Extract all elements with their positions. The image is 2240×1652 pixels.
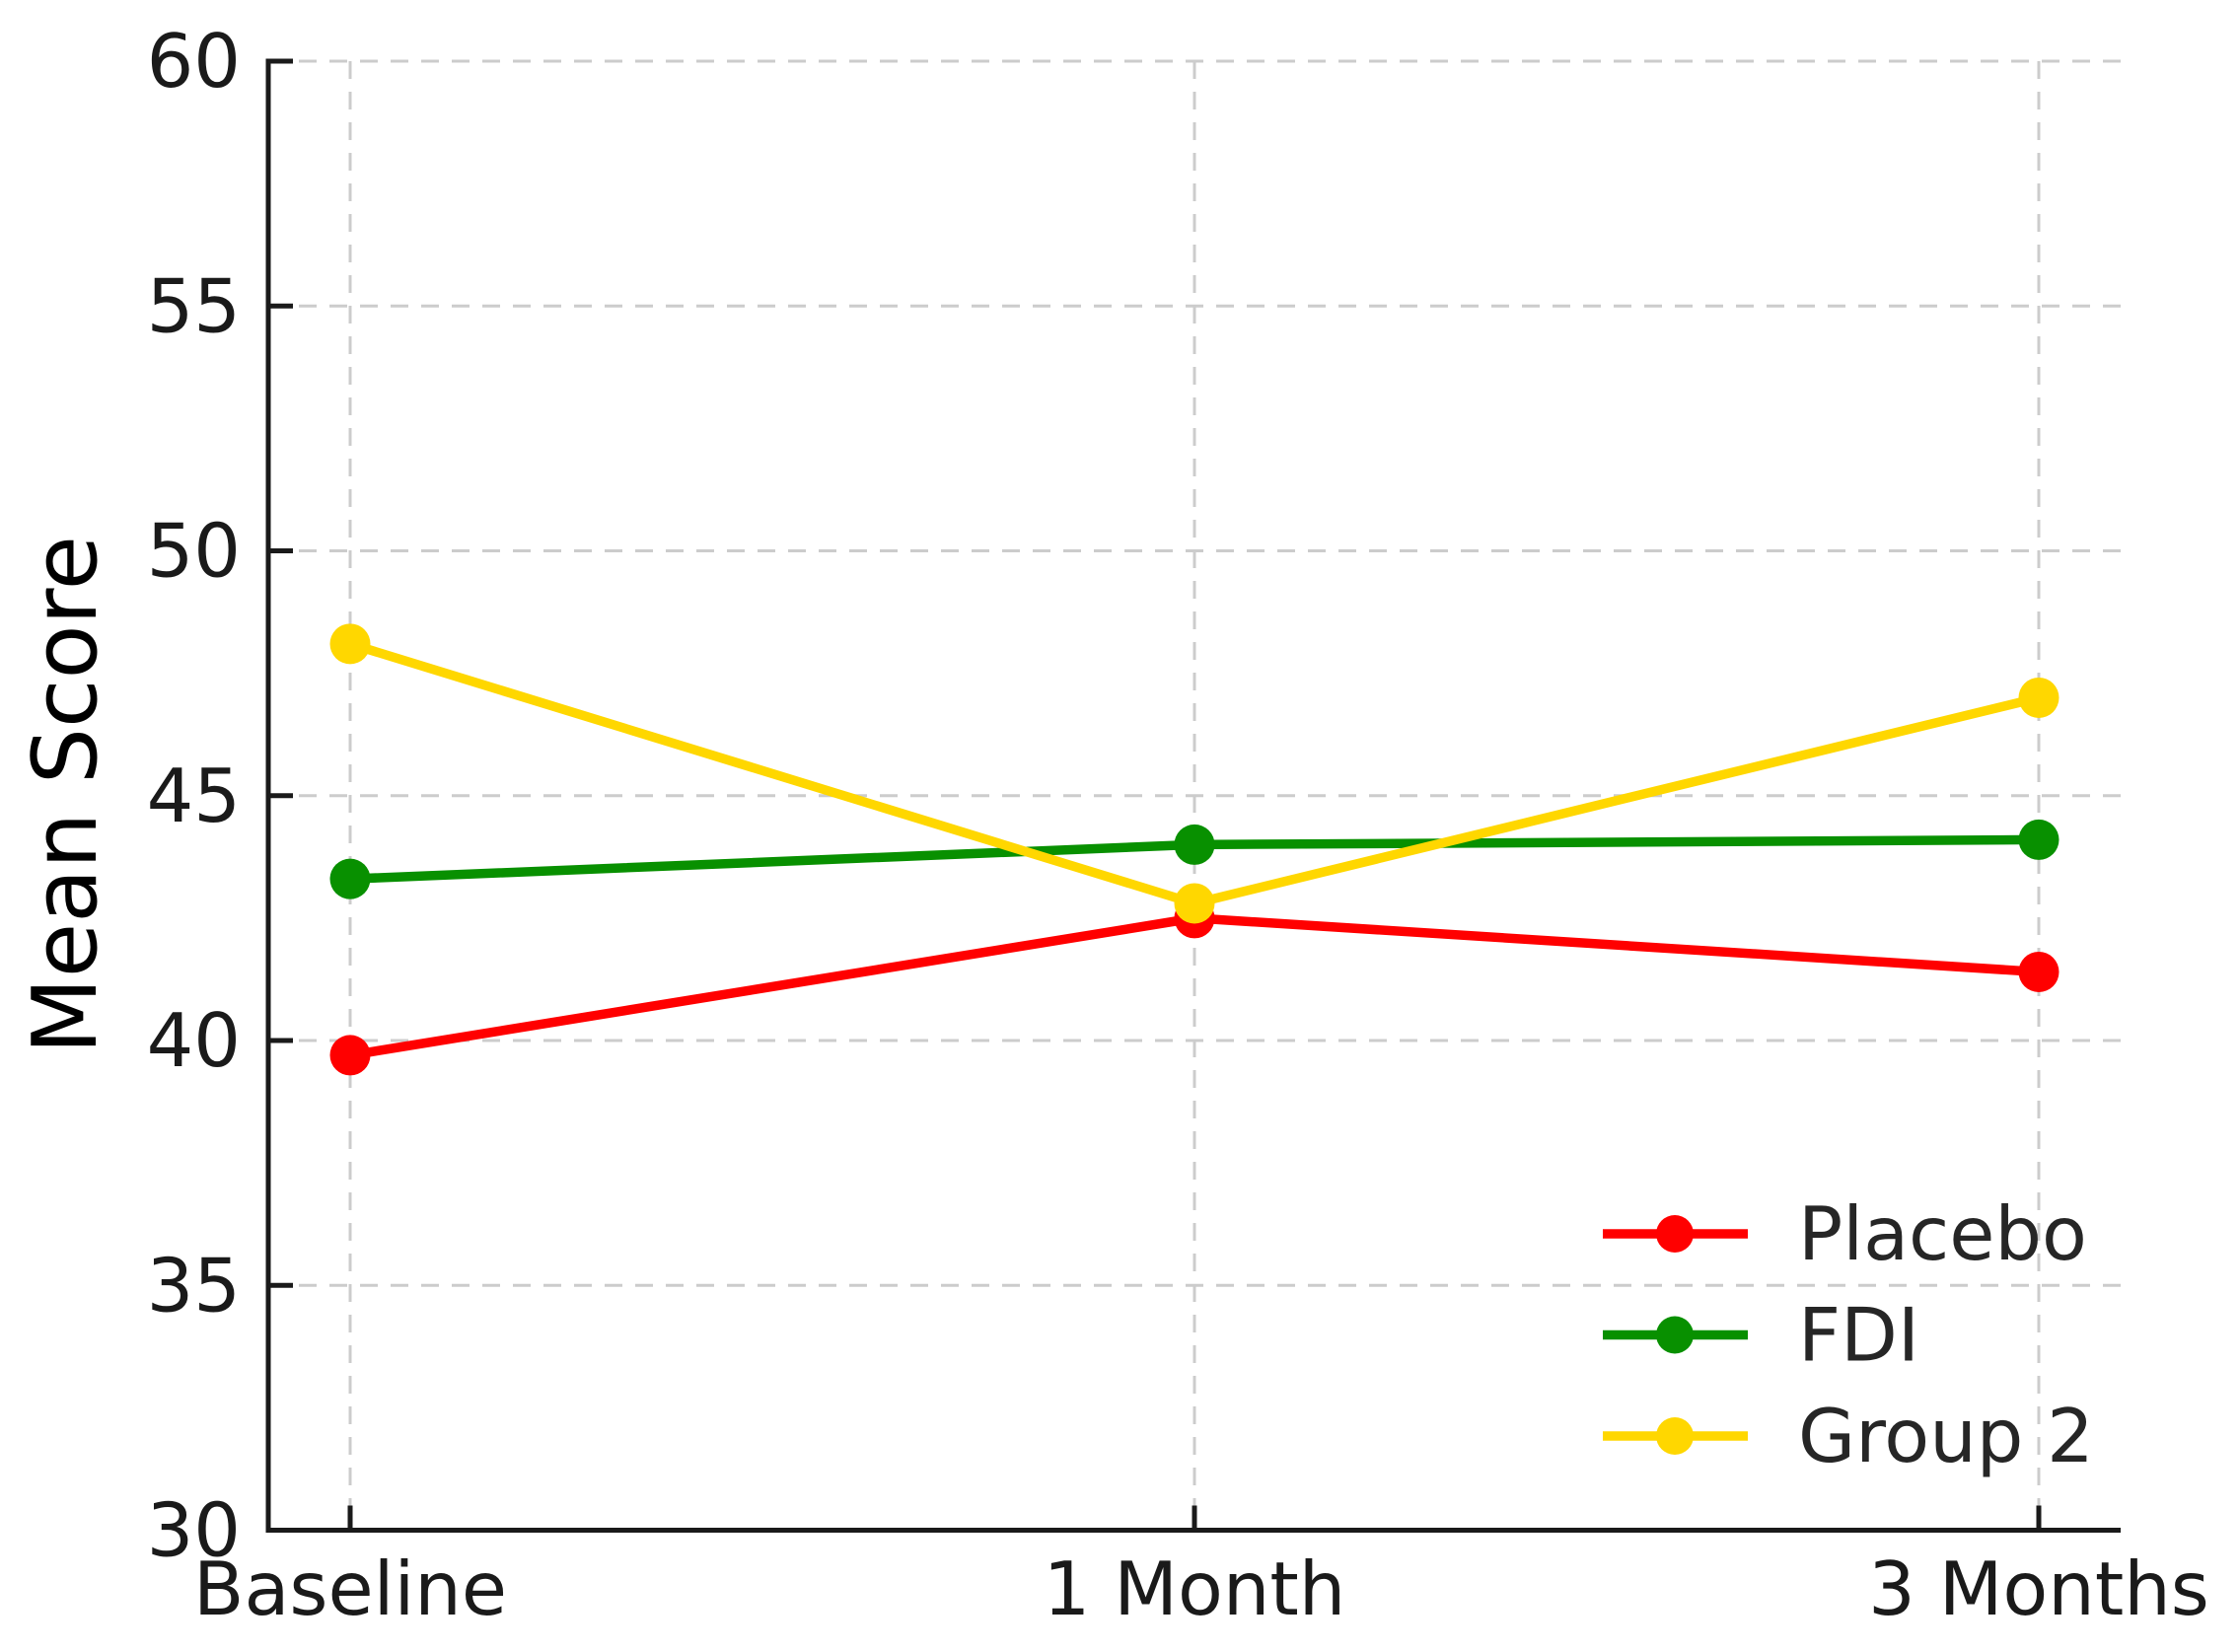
data-point [329,1035,371,1076]
data-point [1174,824,1215,865]
legend-item-placebo: Placebo [1603,1190,2087,1277]
legend-item-fdi: FDI [1603,1292,1919,1379]
legend-label: FDI [1798,1292,1919,1379]
data-point [2018,677,2059,718]
y-tick-label: 40 [147,997,241,1084]
y-tick-label: 50 [147,508,241,595]
data-point [2018,951,2059,992]
data-point [329,623,371,665]
legend-marker [1656,1215,1694,1253]
y-tick-label: 55 [147,262,241,349]
legend-marker [1656,1417,1694,1455]
data-point [1174,883,1215,924]
y-tick-label: 30 [147,1487,241,1574]
legend: Placebo FDI Group 2 [1603,1190,2094,1479]
x-tick-label: 3 Months [1868,1545,2209,1632]
x-tick-label: Baseline [193,1545,507,1632]
y-tick-label: 60 [147,18,241,105]
data-point [329,858,371,899]
legend-label: Group 2 [1798,1393,2094,1479]
legend-marker [1656,1316,1694,1354]
data-point [2018,819,2059,860]
series-fdi [329,819,2059,899]
y-tick-label: 35 [147,1242,241,1329]
y-axis-title: Mean Score [14,536,117,1054]
data-series [329,623,2059,1076]
y-tick-label: 45 [147,753,241,839]
x-tick-label: 1 Month [1044,1545,1346,1632]
legend-label: Placebo [1798,1190,2087,1277]
legend-item-group-2: Group 2 [1603,1393,2094,1479]
series-group-2 [329,623,2059,924]
